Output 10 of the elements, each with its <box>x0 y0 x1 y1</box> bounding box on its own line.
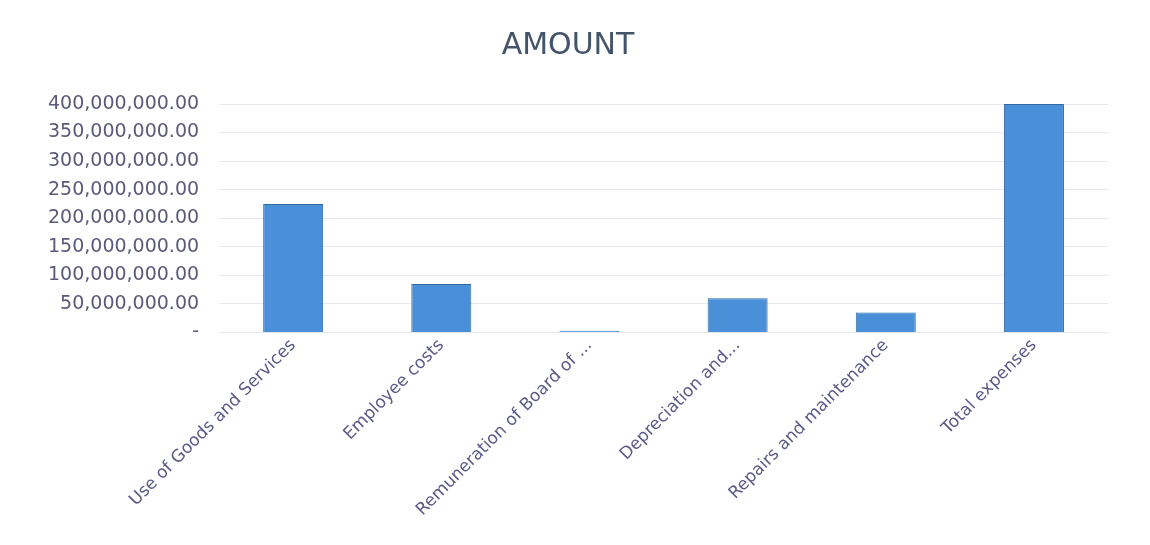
y-tick-label: 400,000,000.00 <box>48 90 200 113</box>
y-tick-label: 100,000,000.00 <box>48 262 200 285</box>
y-tick-label: 200,000,000.00 <box>48 205 200 228</box>
y-tick-label: 300,000,000.00 <box>48 148 200 171</box>
y-tick-label: 50,000,000.00 <box>60 290 200 313</box>
chart-title: AMOUNT <box>501 25 636 61</box>
y-tick-label: 350,000,000.00 <box>48 119 200 142</box>
y-tick-label: 150,000,000.00 <box>48 233 200 256</box>
y-tick-label: - <box>192 319 200 342</box>
y-tick-label: 250,000,000.00 <box>48 176 200 199</box>
